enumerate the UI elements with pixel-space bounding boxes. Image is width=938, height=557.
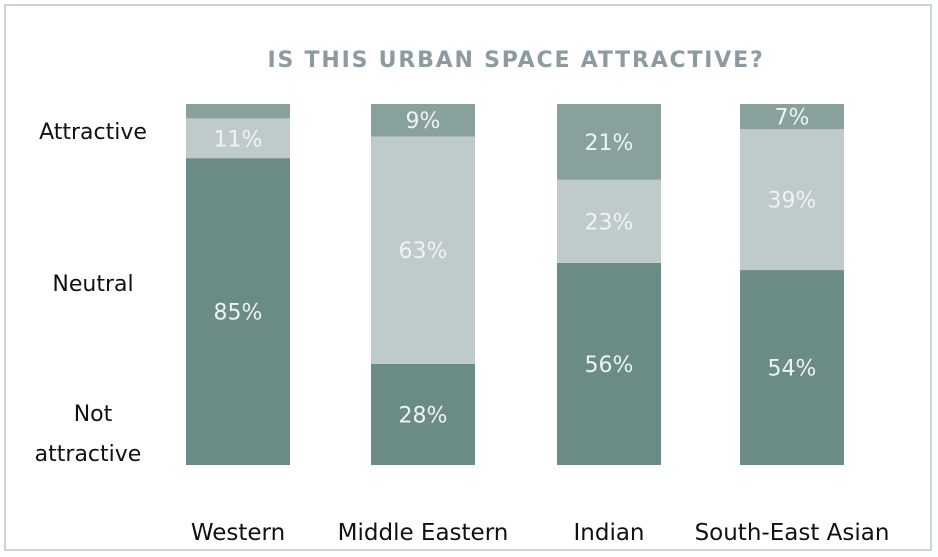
data-label-2-3: 23%: [585, 210, 634, 235]
data-label-2-4: 39%: [768, 189, 817, 214]
data-label-3-4: 7%: [775, 106, 810, 131]
y-category-labels: Attractive Neutral Not attractive: [35, 120, 147, 467]
bar-segment-2-2: [371, 136, 475, 364]
y-label-attractive: Attractive: [39, 120, 147, 145]
x-label-2: Middle Eastern: [338, 520, 509, 546]
bar-segment-2-4: [740, 129, 844, 271]
bar-segment-1-2: [371, 363, 475, 465]
bar-segment-1-3: [557, 262, 661, 465]
bar-segment-3-2: [371, 104, 475, 137]
x-label-3: Indian: [573, 520, 644, 546]
y-label-neutral: Neutral: [52, 272, 133, 297]
bar-segment-3-4: [740, 104, 844, 130]
data-label-1-2: 28%: [399, 403, 448, 428]
data-label-1-3: 56%: [585, 353, 634, 378]
x-label-1: Western: [191, 520, 285, 546]
bar-stacks: 85% 11% 28% 63% 9% 56% 23% 21% 54% 39% 7%: [186, 104, 844, 465]
data-label-3-3: 21%: [585, 131, 634, 156]
chart-title: IS THIS URBAN SPACE ATTRACTIVE?: [267, 48, 764, 73]
x-axis-labels: Western Middle Eastern Indian South-East As…: [191, 520, 890, 546]
data-label-2-2: 63%: [399, 239, 448, 264]
bar-segment-2-1: [186, 118, 290, 159]
bar-segment-1-1: [186, 158, 290, 465]
data-label-2-1: 11%: [214, 127, 263, 152]
data-label-1-1: 85%: [214, 301, 263, 326]
bar-segment-3-3: [557, 104, 661, 180]
data-label-1-4: 54%: [768, 357, 817, 382]
data-label-3-2: 9%: [406, 109, 441, 134]
bar-segment-2-3: [557, 179, 661, 263]
x-label-4: South-East Asian: [695, 520, 890, 546]
bar-segment-1-4: [740, 270, 844, 465]
bar-segment-3-1: [186, 104, 290, 119]
y-label-not-attractive-line2: attractive: [35, 442, 142, 467]
y-label-not-attractive-line1: Not: [74, 402, 113, 427]
